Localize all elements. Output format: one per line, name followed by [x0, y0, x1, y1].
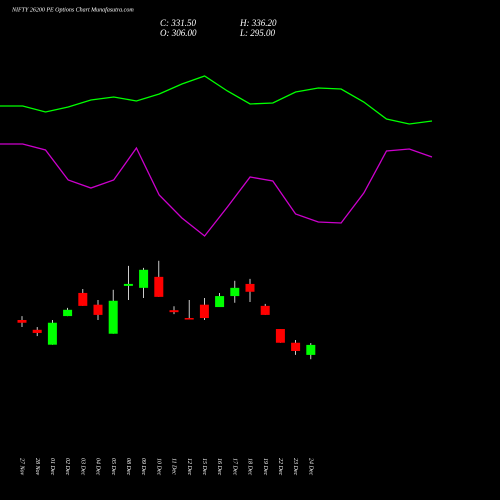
candle-body: [154, 276, 164, 297]
x-tick-label: 12 Dec: [186, 458, 192, 475]
x-tick-label: 03 Dec: [79, 458, 85, 475]
candle-body: [215, 296, 225, 308]
x-tick-label: 18 Dec: [247, 458, 253, 475]
candle-body: [32, 329, 42, 333]
candle-body: [93, 304, 103, 315]
x-tick-label: 09 Dec: [140, 458, 146, 475]
x-tick-label: 22 Dec: [277, 458, 283, 475]
x-tick-label: 05 Dec: [110, 458, 116, 475]
x-tick-label: 16 Dec: [216, 458, 222, 475]
candle-body: [184, 318, 194, 320]
candle-body: [17, 320, 27, 323]
x-tick-label: 28 Nov: [34, 458, 40, 476]
x-tick-label: 10 Dec: [155, 458, 161, 475]
low-label: L: 295.00: [239, 28, 276, 38]
x-tick-label: 19 Dec: [262, 458, 268, 475]
candle-body: [230, 287, 240, 297]
x-tick-label: 01 Dec: [49, 458, 55, 475]
x-tick-label: 04 Dec: [95, 458, 102, 475]
x-tick-label: 02 Dec: [64, 458, 70, 475]
candle-body: [245, 283, 255, 292]
x-tick-label: 08 Dec: [125, 458, 131, 475]
candle-body: [169, 310, 179, 313]
candle-body: [306, 344, 316, 355]
x-tick-label: 15 Dec: [201, 458, 207, 475]
candle-body: [78, 292, 88, 306]
candle-body: [260, 305, 270, 315]
indicator-line: [0, 143, 433, 237]
candle-body: [139, 269, 149, 288]
candle-body: [275, 329, 285, 343]
indicator-line: [0, 75, 433, 125]
x-tick-label: 23 Dec: [292, 458, 298, 475]
candle-body: [47, 322, 57, 345]
candle-body: [63, 309, 73, 317]
x-tick-label: 27 Nov: [19, 458, 25, 476]
chart-title: NIFTY 26200 PE Options Chart Munafasutra…: [11, 6, 134, 13]
x-tick-label: 17 Dec: [231, 458, 237, 475]
candle-body: [199, 304, 209, 319]
candle-body: [108, 300, 118, 334]
x-tick-label: 24 Dec: [307, 458, 314, 475]
x-tick-label: 11 Dec: [171, 458, 177, 475]
candle-body: [291, 342, 301, 351]
open-label: O: 306.00: [160, 28, 197, 38]
candle-body: [123, 283, 133, 286]
close-label: C: 331.50: [160, 18, 197, 28]
high-label: H: 336.20: [239, 18, 277, 28]
